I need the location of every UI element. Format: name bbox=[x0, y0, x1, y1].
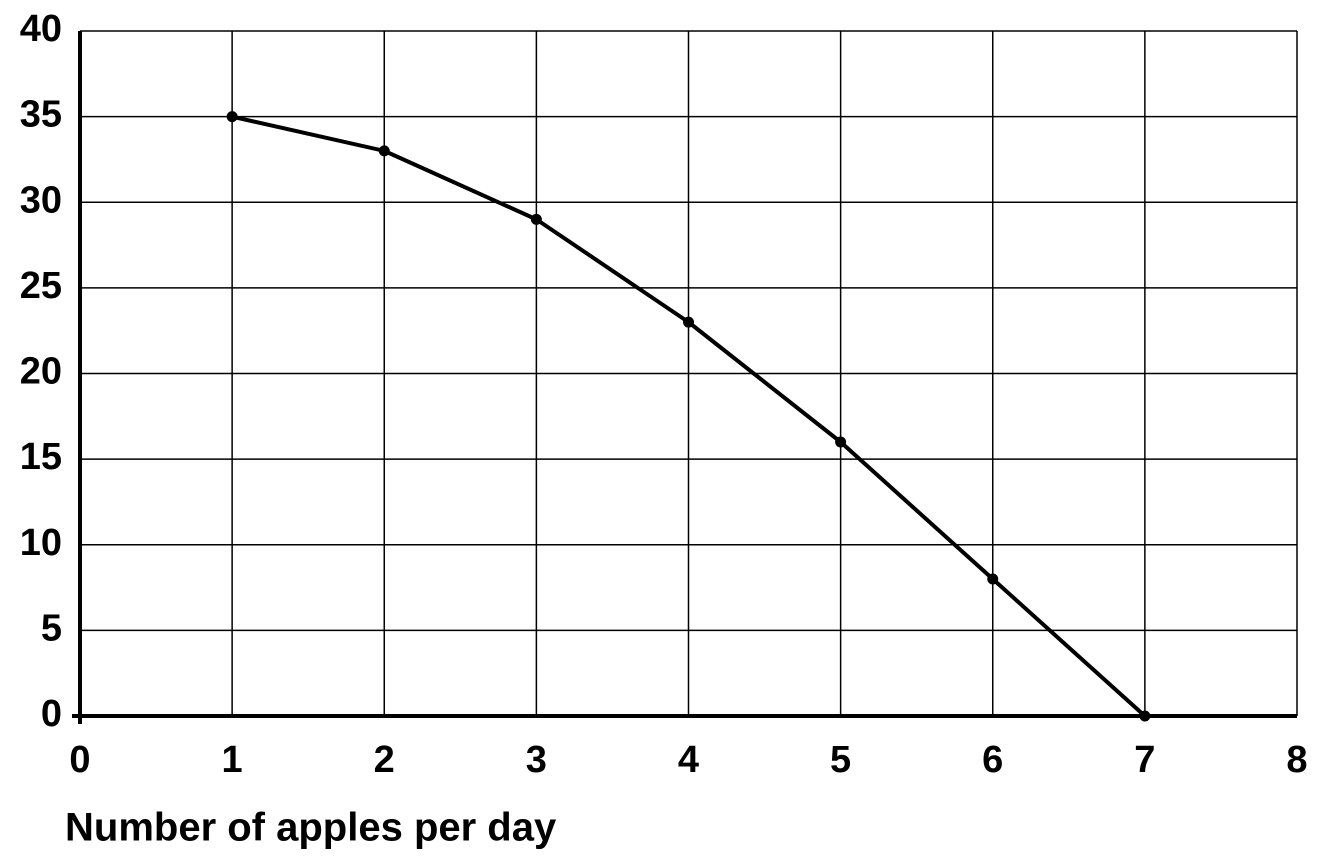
marker bbox=[835, 436, 847, 448]
marker bbox=[1139, 710, 1151, 722]
y-tick-label: 15 bbox=[20, 436, 62, 478]
x-tick-label: 7 bbox=[1134, 739, 1155, 781]
y-tick-label: 10 bbox=[20, 522, 62, 564]
x-tick-label: 6 bbox=[982, 739, 1003, 781]
marker bbox=[987, 573, 999, 585]
marker bbox=[226, 111, 238, 123]
x-tick-label: 4 bbox=[678, 739, 699, 781]
x-tick-label: 5 bbox=[830, 739, 851, 781]
x-tick-label: 0 bbox=[69, 739, 90, 781]
marker bbox=[530, 213, 542, 225]
x-tick-label: 1 bbox=[222, 739, 243, 781]
y-tick-label: 20 bbox=[20, 351, 62, 393]
y-tick-label: 40 bbox=[20, 8, 62, 50]
y-tick-label: 0 bbox=[41, 693, 62, 735]
y-tick-label: 30 bbox=[20, 179, 62, 221]
y-tick-label: 35 bbox=[20, 94, 62, 136]
x-tick-label: 2 bbox=[374, 739, 395, 781]
marker bbox=[683, 316, 694, 328]
x-tick-label: 8 bbox=[1286, 739, 1307, 781]
marker bbox=[378, 145, 390, 157]
y-tick-label: 25 bbox=[20, 265, 62, 307]
x-axis-label: Number of apples per day bbox=[65, 806, 557, 850]
x-tick-label: 3 bbox=[526, 739, 547, 781]
y-tick-label: 5 bbox=[41, 607, 62, 649]
